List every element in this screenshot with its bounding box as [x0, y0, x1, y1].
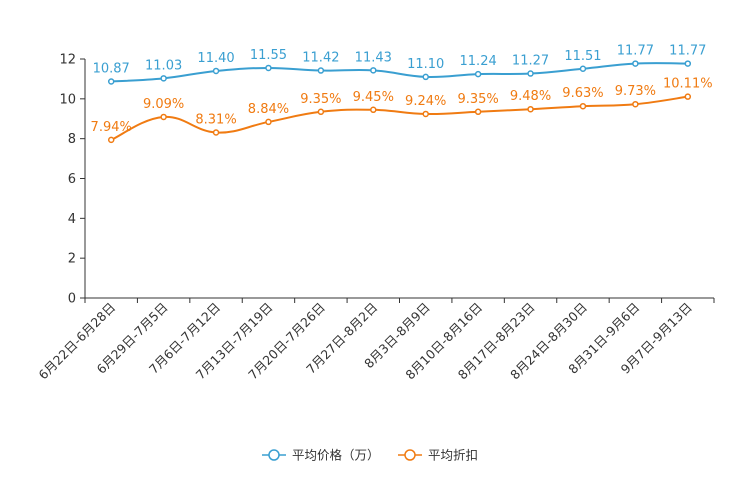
series-line-1 [111, 62, 688, 83]
series-2-data-label: 9.63% [562, 86, 603, 101]
series-1-data-label: 11.42 [302, 51, 339, 66]
y-tick-label: 10 [59, 92, 76, 107]
series-2-point [422, 110, 429, 118]
series-2-point [474, 108, 482, 116]
series-1-point [212, 67, 220, 75]
series-2-point [212, 129, 220, 136]
series-2-data-label: 9.48% [510, 89, 551, 104]
series-1-point [160, 75, 167, 82]
series-1-data-label: 11.77 [617, 44, 654, 59]
legend-marker-2 [404, 449, 416, 461]
series-2-data-label: 8.84% [248, 102, 289, 117]
series-1-data-label: 11.27 [512, 54, 549, 69]
series-2-data-label: 9.09% [143, 97, 184, 112]
y-tick-label: 8 [68, 132, 76, 147]
series-1-point [527, 70, 534, 77]
series-2-data-label: 9.35% [300, 92, 341, 107]
series-1-point [317, 67, 325, 74]
series-1-point [684, 60, 692, 67]
series-2-point [370, 106, 377, 114]
series-2-point [632, 100, 639, 108]
series-2-point [160, 113, 167, 121]
chart-series [107, 60, 692, 144]
y-tick-label: 2 [68, 252, 76, 267]
series-2-point [317, 108, 325, 116]
series-1-point [422, 73, 429, 81]
series-2-data-label: 9.73% [615, 84, 656, 99]
series-2-point [265, 118, 272, 126]
series-1-data-label: 11.55 [250, 48, 287, 63]
series-1-point [579, 65, 587, 73]
series-1-point [370, 67, 377, 74]
y-tick-label: 6 [68, 172, 76, 187]
series-line-2 [110, 95, 688, 141]
data-labels: 10.87 11.03 11.40 11.55 11.42 11.43 11.10 11.24… [91, 44, 713, 135]
series-1-point [632, 60, 639, 67]
series-2-data-label: 9.24% [405, 94, 446, 109]
series-2-data-label: 8.31% [195, 112, 236, 127]
series-1-data-label: 10.87 [93, 62, 130, 77]
series-1-data-label: 11.51 [564, 49, 601, 64]
series-2-data-label: 7.94% [91, 120, 132, 135]
series-1-data-label: 11.24 [460, 54, 497, 69]
series-2-data-label: 9.35% [457, 92, 498, 107]
y-tick-label: 4 [68, 212, 76, 227]
series-1-data-label: 11.43 [355, 50, 392, 65]
legend-marker-1 [268, 449, 280, 461]
y-tick-label: 0 [68, 292, 76, 307]
series-1-data-label: 11.77 [669, 44, 706, 59]
series-1-point [474, 70, 482, 78]
series-1-point [265, 64, 272, 72]
series-2-data-label: 10.11% [663, 77, 713, 92]
series-1-data-label: 11.10 [407, 57, 444, 72]
series-2-data-label: 9.45% [353, 90, 394, 105]
legend-label-1: 平均价格（万） [292, 448, 380, 463]
series-1-data-label: 11.40 [197, 51, 234, 66]
y-tick-label: 12 [59, 53, 76, 68]
series-1-point [107, 78, 115, 85]
series-2-point [579, 102, 587, 110]
chart-legend: 平均价格（万） 平均折扣 [262, 448, 478, 463]
legend-label-2: 平均折扣 [428, 448, 478, 463]
series-2-point [107, 136, 115, 144]
series-2-point [527, 105, 534, 113]
series-1-data-label: 11.03 [145, 58, 182, 73]
series-2-point [684, 93, 692, 100]
